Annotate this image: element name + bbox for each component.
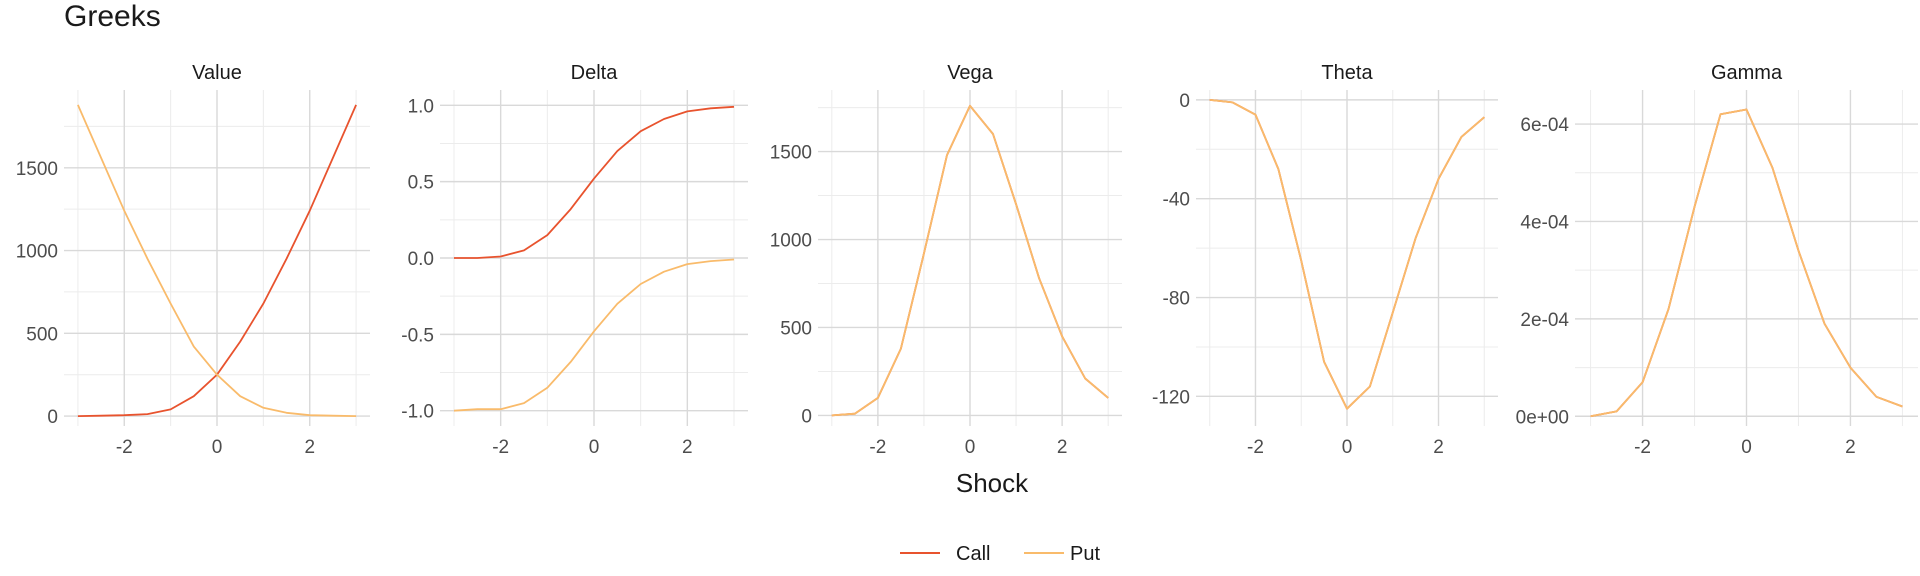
x-tick-label: -2 xyxy=(492,437,509,458)
y-tick-label: 1500 xyxy=(770,143,812,164)
x-tick-label: -2 xyxy=(116,437,133,458)
y-tick-label: -1.0 xyxy=(401,402,434,423)
y-tick-label: -120 xyxy=(1152,387,1190,408)
series-line-put-delta xyxy=(453,258,735,412)
y-tick-label: 2e-04 xyxy=(1520,310,1569,331)
y-tick-label: -40 xyxy=(1163,190,1190,211)
y-tick-label: -80 xyxy=(1163,289,1190,310)
panel-title-vega: Vega xyxy=(947,62,993,84)
series-line-call-delta xyxy=(454,105,735,259)
y-tick-label: 500 xyxy=(780,318,812,339)
y-tick-label: 0 xyxy=(1179,91,1190,112)
panel-title-theta: Theta xyxy=(1321,62,1373,84)
x-tick-label: 2 xyxy=(1057,437,1068,458)
series-line-put-value xyxy=(77,104,357,417)
y-tick-label: 1000 xyxy=(16,242,58,263)
panel-delta: Delta -2 0 2 -1.0 -0.5 0.0 0.5 1.0 xyxy=(401,62,748,458)
legend-label-call: Call xyxy=(956,543,990,565)
y-tick-label: 6e-04 xyxy=(1520,115,1569,136)
y-tick-label: 4e-04 xyxy=(1520,212,1569,233)
y-tick-label: 0 xyxy=(801,406,812,427)
legend: Call Put xyxy=(900,543,1100,565)
x-tick-label: 2 xyxy=(1845,437,1856,458)
y-tick-label: 500 xyxy=(26,324,58,345)
x-tick-label: 2 xyxy=(304,437,315,458)
x-tick-label: 0 xyxy=(589,437,600,458)
panel-gamma: Gamma -2 0 2 0e+00 2e-04 4e-04 6e-04 xyxy=(1516,62,1918,458)
panel-title-delta: Delta xyxy=(571,62,619,84)
x-tick-label: 0 xyxy=(1342,437,1353,458)
panel-theta: Theta -2 0 2 -120 -80 -40 0 xyxy=(1152,62,1498,458)
y-tick-label: 1.0 xyxy=(408,96,434,117)
x-tick-label: 2 xyxy=(682,437,693,458)
x-tick-label: 0 xyxy=(212,437,223,458)
series-line-put-gamma xyxy=(1590,108,1903,418)
panel-vega: Vega -2 0 2 0 500 1000 1500 xyxy=(770,62,1122,458)
x-tick-label: 0 xyxy=(1741,437,1752,458)
x-tick-label: 0 xyxy=(965,437,976,458)
series-line-put-vega xyxy=(831,104,1109,417)
y-tick-label: 0e+00 xyxy=(1516,407,1569,428)
y-tick-label: -0.5 xyxy=(401,325,434,346)
legend-label-put: Put xyxy=(1070,543,1100,565)
y-tick-label: 1500 xyxy=(16,159,58,180)
x-tick-label: -2 xyxy=(1247,437,1264,458)
x-tick-label: -2 xyxy=(1634,437,1651,458)
facet-panels: Value -2 0 2 0 500 1000 1500 Delta -2 0 2 -1.0 -0.5 0.… xyxy=(16,62,1918,458)
y-tick-label: 0.5 xyxy=(408,173,434,194)
series-line-put-theta xyxy=(1209,99,1485,410)
y-tick-label: 0 xyxy=(47,407,58,428)
x-tick-label: 2 xyxy=(1433,437,1444,458)
chart-title: Greeks xyxy=(64,0,161,33)
y-tick-label: 1000 xyxy=(770,231,812,252)
panel-title-gamma: Gamma xyxy=(1711,62,1783,84)
panel-value: Value -2 0 2 0 500 1000 1500 xyxy=(16,62,370,458)
x-tick-label: -2 xyxy=(869,437,886,458)
x-axis-label: Shock xyxy=(956,468,1029,498)
panel-title-value: Value xyxy=(192,62,242,84)
y-tick-label: 0.0 xyxy=(408,249,434,270)
